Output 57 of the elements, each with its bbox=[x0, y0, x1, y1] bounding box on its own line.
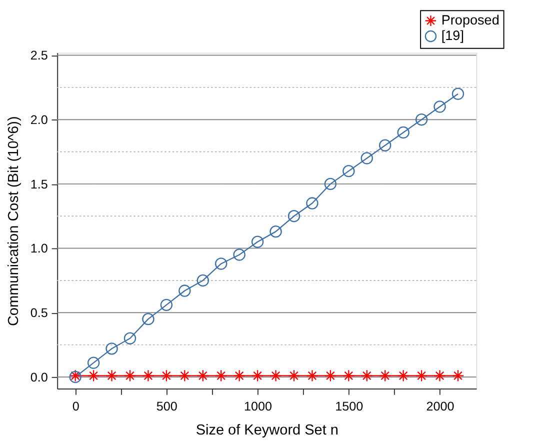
point bbox=[87, 356, 100, 369]
point bbox=[124, 332, 136, 344]
point bbox=[306, 370, 318, 382]
y-tick-label: 1.0 bbox=[30, 242, 48, 256]
point bbox=[215, 370, 228, 382]
point bbox=[324, 370, 337, 382]
x-tick-label: 1500 bbox=[335, 399, 364, 414]
y-tick-label: 2.0 bbox=[30, 112, 48, 127]
y-axis-title: Communication Cost (Bit (10^6)) bbox=[6, 116, 22, 326]
point bbox=[251, 236, 264, 248]
point bbox=[178, 370, 191, 382]
point bbox=[324, 178, 337, 190]
point bbox=[106, 370, 118, 382]
point bbox=[87, 370, 100, 382]
point bbox=[452, 88, 464, 100]
point bbox=[160, 370, 173, 382]
point bbox=[379, 139, 392, 152]
point bbox=[434, 100, 446, 113]
point bbox=[434, 370, 446, 382]
point bbox=[251, 370, 264, 382]
point bbox=[215, 258, 228, 270]
x-axis-title: Size of Keyword Set n bbox=[196, 422, 338, 439]
point bbox=[379, 370, 392, 382]
point bbox=[288, 370, 300, 382]
point bbox=[233, 370, 246, 382]
legend-label: Proposed bbox=[441, 12, 500, 28]
point bbox=[233, 248, 246, 261]
point bbox=[342, 370, 355, 382]
legend-label: [19] bbox=[441, 28, 464, 44]
point bbox=[452, 370, 464, 382]
point bbox=[397, 370, 410, 382]
point bbox=[415, 114, 428, 126]
point bbox=[270, 225, 282, 238]
y-tick-label: 1.5 bbox=[30, 177, 48, 192]
x-tick-label: 1000 bbox=[244, 399, 272, 414]
point bbox=[124, 370, 136, 382]
point bbox=[360, 370, 373, 382]
point bbox=[415, 370, 428, 382]
point bbox=[270, 370, 282, 382]
point bbox=[360, 152, 373, 164]
x-tick-label: 0 bbox=[72, 399, 80, 414]
point bbox=[306, 197, 318, 210]
point bbox=[142, 312, 154, 326]
point bbox=[106, 342, 118, 355]
point bbox=[397, 126, 410, 139]
point bbox=[196, 274, 209, 287]
x-tick-label: 2000 bbox=[426, 399, 454, 414]
x-tick-label: 500 bbox=[156, 399, 178, 414]
point bbox=[288, 210, 300, 222]
point bbox=[196, 370, 209, 382]
y-tick-label: 0.5 bbox=[30, 306, 48, 320]
point bbox=[178, 284, 191, 297]
y-tick-label: 0.0 bbox=[30, 370, 48, 384]
point bbox=[342, 165, 355, 178]
point bbox=[160, 298, 173, 312]
point bbox=[142, 370, 154, 382]
y-tick-label: 2.5 bbox=[30, 48, 48, 63]
